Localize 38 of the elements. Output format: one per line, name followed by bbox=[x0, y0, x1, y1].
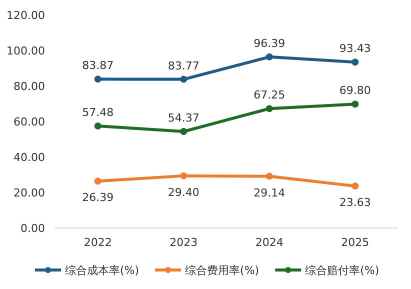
y-tick-label: 120.00 bbox=[6, 9, 45, 22]
data-label: 26.39 bbox=[82, 191, 114, 204]
point bbox=[180, 128, 188, 135]
legend-label: 综合成本率(%) bbox=[65, 264, 140, 277]
point bbox=[180, 172, 188, 180]
point bbox=[352, 182, 359, 190]
point bbox=[94, 178, 102, 185]
y-tick-label: 20.00 bbox=[14, 186, 45, 200]
data-label: 23.63 bbox=[339, 196, 371, 210]
y-tick-label: 0.00 bbox=[20, 222, 45, 235]
data-label: 67.25 bbox=[254, 88, 286, 102]
data-label: 96.39 bbox=[254, 36, 286, 50]
x-tick-label: 2024 bbox=[255, 236, 284, 249]
data-label: 69.80 bbox=[339, 84, 371, 98]
point bbox=[266, 105, 273, 112]
y-tick-label: 40.00 bbox=[14, 151, 45, 164]
legend-label: 综合赔付率(%) bbox=[305, 264, 380, 277]
data-label: 29.14 bbox=[254, 186, 286, 200]
y-tick-label: 80.00 bbox=[14, 80, 45, 93]
x-tick-label: 2023 bbox=[170, 236, 198, 249]
data-label: 83.87 bbox=[82, 59, 114, 72]
point bbox=[94, 76, 102, 83]
point bbox=[352, 58, 359, 66]
data-label: 29.40 bbox=[168, 186, 200, 199]
x-tick-label: 2025 bbox=[341, 236, 370, 249]
data-label: 83.77 bbox=[168, 59, 200, 72]
y-tick-label: 60.00 bbox=[14, 116, 45, 128]
point bbox=[266, 172, 273, 180]
point bbox=[94, 122, 102, 130]
point bbox=[266, 53, 273, 60]
data-label: 93.43 bbox=[339, 42, 371, 56]
data-label: 54.37 bbox=[168, 111, 200, 124]
y-tick-label: 100.00 bbox=[6, 44, 45, 58]
x-tick-label: 2022 bbox=[84, 236, 112, 249]
data-label: 57.48 bbox=[82, 106, 114, 119]
legend-label: 综合费用率(%) bbox=[185, 264, 260, 277]
point bbox=[180, 76, 188, 83]
point bbox=[352, 100, 359, 108]
